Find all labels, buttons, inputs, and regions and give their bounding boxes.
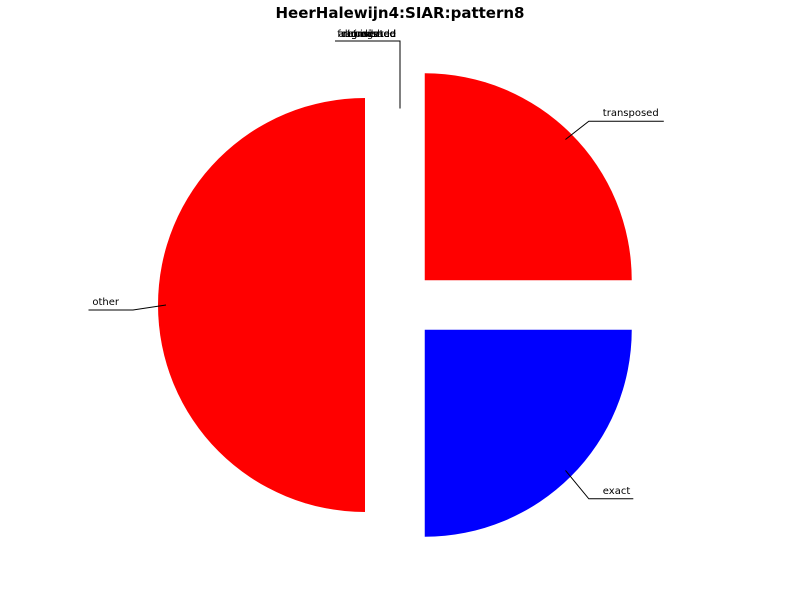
pie-label-retrograde: retrograde <box>343 29 396 40</box>
pie-slice-exact <box>424 329 632 537</box>
pie-label-augmented: augmented <box>339 29 396 40</box>
pie-label-group-dilated: dilated <box>353 29 401 109</box>
pie-slices <box>158 73 632 537</box>
pie-slice-transposed <box>424 73 632 281</box>
pie-label-truncated: truncated <box>347 29 396 40</box>
pie-label-other: other <box>92 297 120 308</box>
pie-label-fragmented: fragmented <box>337 29 396 40</box>
pie-slice-other <box>158 98 365 512</box>
pie-label-group-other: other <box>88 297 167 311</box>
pie-label-dilated: dilated <box>362 29 396 40</box>
pie-labels: other exact transposed truncatedinverteddim… <box>88 29 664 500</box>
pie-label-exact: exact <box>603 486 631 497</box>
pie-label-group-transposed: transposed <box>565 108 664 140</box>
chart-title: HeerHalewijn4:SIAR:pattern8 <box>276 4 525 22</box>
pie-label-group-exact: exact <box>565 470 634 500</box>
pie-label-diminished: diminished <box>341 29 396 40</box>
pie-label-inverted: inverted <box>354 29 396 40</box>
pie-label-transposed: transposed <box>603 108 659 119</box>
